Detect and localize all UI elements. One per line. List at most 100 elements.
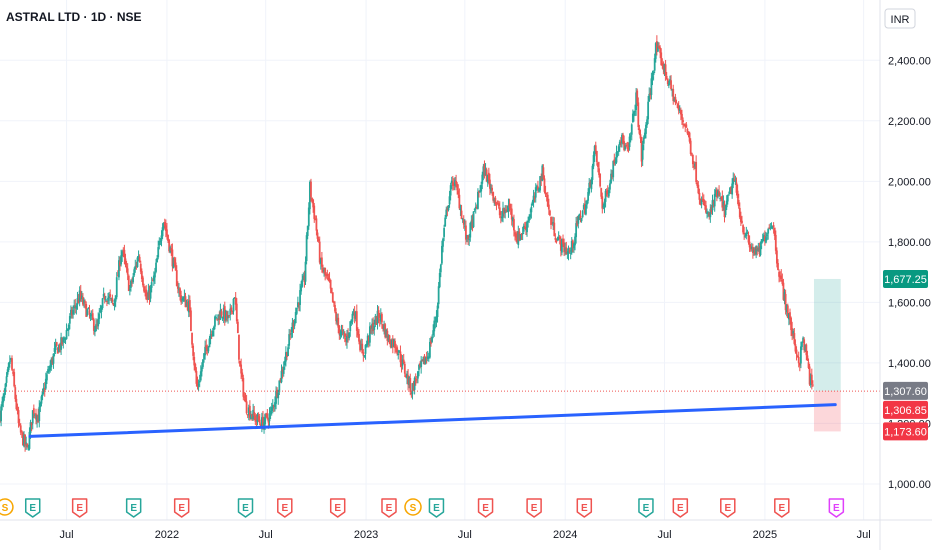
candle-body bbox=[499, 216, 502, 218]
earnings-event-icon[interactable]: E bbox=[125, 498, 142, 518]
drawing-layer[interactable] bbox=[0, 390, 880, 438]
candle-body bbox=[522, 225, 525, 232]
candle-body bbox=[54, 343, 57, 351]
candle-body bbox=[604, 190, 607, 202]
candle-body bbox=[526, 221, 528, 233]
candle-body bbox=[630, 124, 633, 135]
candle-body bbox=[360, 344, 363, 351]
candle-body bbox=[150, 282, 153, 288]
candle-body bbox=[641, 144, 644, 160]
earnings-event-icon[interactable]: E bbox=[720, 498, 736, 518]
candle-body bbox=[255, 419, 258, 421]
event-letter: E bbox=[531, 503, 538, 514]
candle-body bbox=[760, 239, 763, 244]
candle-body bbox=[234, 297, 237, 305]
candle-body bbox=[750, 246, 753, 249]
candle-body bbox=[672, 88, 675, 101]
candle-body bbox=[354, 312, 357, 319]
candle-body bbox=[278, 380, 281, 393]
candle-body bbox=[72, 309, 75, 315]
candle-body bbox=[426, 356, 429, 359]
candle-body bbox=[578, 214, 581, 217]
candle-body bbox=[770, 226, 773, 228]
candle-body bbox=[724, 205, 727, 215]
candle-body bbox=[485, 169, 488, 182]
earnings-event-icon[interactable]: E bbox=[381, 498, 397, 518]
candle-body bbox=[122, 250, 125, 252]
candle-body bbox=[145, 289, 148, 300]
candle-body bbox=[741, 220, 743, 224]
candle-body bbox=[631, 113, 634, 123]
candle-body bbox=[197, 384, 200, 386]
candle-body bbox=[739, 216, 742, 223]
candle-body bbox=[386, 330, 389, 341]
earnings-event-icon[interactable]: E bbox=[428, 498, 445, 518]
earnings-event-icon[interactable]: E bbox=[774, 498, 790, 518]
candle-body bbox=[337, 317, 340, 328]
candle-body bbox=[743, 232, 746, 235]
candle-body bbox=[625, 145, 628, 147]
candle-body bbox=[733, 179, 736, 181]
support-trendline[interactable] bbox=[28, 403, 837, 438]
x-tick-label: Jul bbox=[657, 529, 671, 541]
candle-body bbox=[720, 197, 723, 199]
candle-body bbox=[160, 235, 163, 241]
profit-zone[interactable] bbox=[813, 278, 841, 391]
candle-body bbox=[667, 83, 670, 86]
candle-body bbox=[166, 229, 168, 236]
candle-body bbox=[42, 387, 45, 392]
candle-body bbox=[155, 262, 157, 272]
earnings-event-icon[interactable]: E bbox=[71, 498, 88, 518]
candle-body bbox=[415, 379, 418, 381]
loss-zone[interactable] bbox=[813, 390, 841, 432]
candle-body bbox=[395, 348, 397, 350]
earnings-event-icon[interactable]: E bbox=[24, 498, 41, 518]
y-tick-label: 2,000.00 bbox=[888, 176, 931, 188]
candle-body bbox=[696, 182, 699, 186]
currency-button[interactable]: INR bbox=[884, 8, 916, 29]
earnings-event-icon[interactable]: E bbox=[828, 498, 845, 518]
earnings-event-icon[interactable]: E bbox=[576, 498, 593, 518]
earnings-event-icon[interactable]: E bbox=[329, 498, 346, 518]
candle-body bbox=[504, 209, 507, 214]
candle-body bbox=[118, 260, 120, 278]
earnings-event-icon[interactable]: E bbox=[672, 498, 689, 518]
candle-body bbox=[335, 312, 337, 322]
candle-body bbox=[74, 305, 77, 307]
candle-body bbox=[657, 47, 659, 52]
earnings-event-icon[interactable]: E bbox=[477, 498, 494, 518]
event-letter: E bbox=[178, 503, 185, 514]
candle-body bbox=[233, 297, 236, 299]
event-badge bbox=[173, 498, 190, 518]
candle-body bbox=[400, 360, 403, 367]
earnings-event-icon[interactable]: E bbox=[638, 498, 654, 518]
candle-body bbox=[540, 177, 543, 181]
candle-body bbox=[808, 366, 811, 385]
earnings-event-icon[interactable]: E bbox=[526, 498, 542, 518]
candle-body bbox=[184, 296, 187, 308]
candle-body bbox=[172, 258, 175, 269]
earnings-event-icon[interactable]: E bbox=[237, 498, 254, 518]
split-event-icon[interactable]: S bbox=[0, 498, 14, 516]
candle-body bbox=[532, 195, 535, 203]
candle-body bbox=[181, 299, 184, 301]
candle-body bbox=[110, 297, 113, 299]
candle-body bbox=[371, 323, 373, 329]
candle-body bbox=[413, 377, 416, 390]
candle-body bbox=[202, 359, 204, 367]
event-letter: E bbox=[677, 503, 684, 514]
candle-body bbox=[775, 250, 778, 264]
candle-body bbox=[210, 334, 213, 336]
candle-body bbox=[363, 355, 366, 357]
candle-body bbox=[102, 293, 105, 297]
candle-body bbox=[791, 328, 794, 336]
split-event-icon[interactable]: S bbox=[404, 498, 422, 516]
candle-body bbox=[594, 145, 597, 151]
earnings-event-icon[interactable]: E bbox=[277, 498, 293, 518]
earnings-event-icon[interactable]: E bbox=[173, 498, 190, 518]
candle-body bbox=[319, 259, 322, 264]
candle-body bbox=[271, 405, 274, 409]
